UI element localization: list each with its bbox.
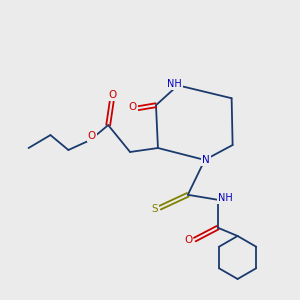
Text: NH: NH — [167, 79, 182, 89]
Text: O: O — [184, 235, 192, 245]
Text: N: N — [202, 155, 210, 165]
Text: O: O — [88, 130, 96, 141]
Text: NH: NH — [218, 193, 232, 203]
Text: O: O — [129, 102, 137, 112]
Text: S: S — [151, 204, 158, 214]
Text: O: O — [108, 90, 116, 100]
